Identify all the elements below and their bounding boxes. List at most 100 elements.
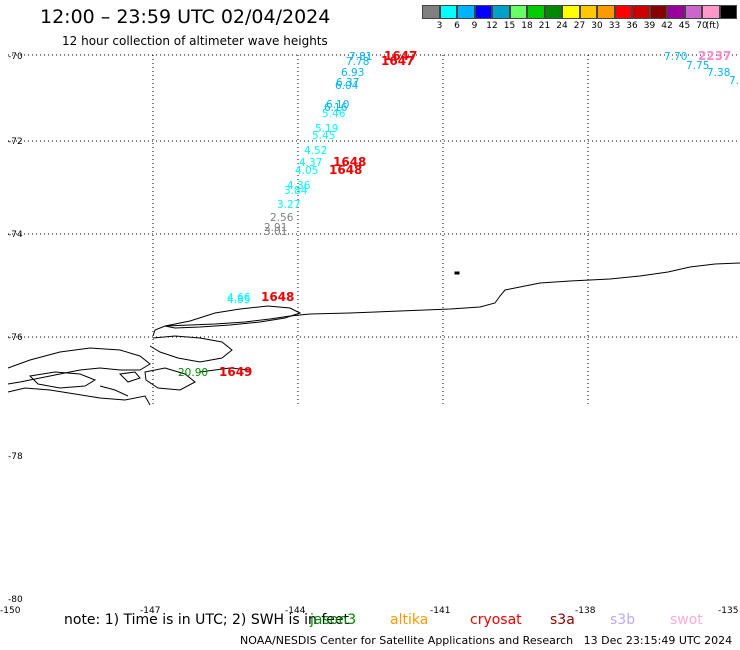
color-legend: 3 6 9 12 15 18 21 24 27 30 33 36 39 42 45 70 (ft)	[422, 5, 737, 31]
wave-height-label: 7.78	[346, 56, 369, 68]
credit-timestamp: 13 Dec 23:15:49 UTC 2024	[583, 634, 733, 647]
lon-label: -135	[718, 606, 739, 616]
orbit-label: 1648	[261, 290, 294, 304]
lat-label: -70	[8, 52, 23, 62]
credit-text: NOAA/NESDIS Center for Satellite Applica…	[240, 634, 574, 647]
legend-swatches	[422, 5, 737, 19]
wave-height-label: 2.56	[270, 212, 294, 224]
orbit-label: 1647	[384, 49, 417, 63]
legend-label: 12	[486, 21, 498, 31]
legend-swatch	[544, 5, 562, 19]
legend-label: 3	[436, 21, 443, 31]
wave-height-label: 4.52	[304, 145, 327, 157]
coast-island-5	[144, 367, 196, 391]
map-subtitle: 12 hour collection of altimeter wave hei…	[62, 34, 328, 48]
wave-height-labels: 7.81 7.78 6.93 6.37 6.04 6.10 6.16 5.46 …	[178, 51, 739, 379]
satellite-s3a: s3a	[550, 612, 575, 628]
wave-height-label: 2.91	[264, 222, 287, 234]
satellite-swot: swot	[670, 612, 703, 628]
wave-height-label: 6.10	[326, 99, 349, 111]
legend-label: 27	[573, 21, 586, 31]
legend-swatch	[667, 5, 685, 19]
lat-label: -76	[8, 333, 23, 343]
satellite-altika: altika	[390, 612, 429, 628]
coast-segment-7	[7, 387, 151, 406]
legend-swatch	[684, 5, 702, 19]
coast-islet	[454, 271, 460, 275]
wave-height-label: 5.45	[312, 130, 335, 142]
legend-label: 36	[626, 21, 638, 31]
satellite-jason3: jason3	[310, 612, 357, 628]
legend-swatch	[509, 5, 527, 19]
legend-swatch	[719, 5, 737, 19]
legend-swatch	[439, 5, 457, 19]
legend-swatch	[597, 5, 615, 19]
map-title: 12:00 – 23:59 UTC 02/04/2024	[40, 6, 331, 28]
coast-island-4	[28, 371, 97, 389]
wave-height-label: 7.38	[707, 67, 730, 79]
wave-height-label: 4.66	[227, 292, 251, 304]
legend-label: (ft)	[705, 21, 720, 31]
legend-label: 33	[608, 21, 621, 31]
wave-height-label: 7.75	[686, 60, 709, 72]
wave-height-label: 4.37	[299, 157, 322, 169]
legend-label: 15	[503, 21, 516, 31]
graticule	[8, 54, 740, 405]
lat-label: -80	[8, 595, 23, 605]
legend-label: 18	[521, 21, 533, 31]
legend-swatch	[457, 5, 475, 19]
coast-segment-9	[199, 367, 251, 373]
coast-island-6	[118, 371, 141, 383]
coast-segment-3	[7, 347, 151, 385]
coast-segment-2	[149, 335, 233, 363]
wave-height-label: 7.	[729, 75, 739, 87]
wave-height-label: 7.70	[664, 51, 687, 63]
legend-label: 30	[591, 21, 603, 31]
legend-swatch	[422, 5, 440, 19]
lon-label: -141	[430, 606, 451, 616]
coast-island-1	[164, 305, 302, 329]
orbit-label: 1649	[219, 365, 252, 379]
wave-height-label: 7.81	[349, 51, 372, 63]
wave-height-label: 4.36	[287, 180, 311, 192]
wave-height-label: 5.46	[322, 108, 346, 120]
legend-label: 39	[643, 21, 656, 31]
lat-label: -72	[8, 137, 23, 147]
satellite-s3b: s3b	[610, 612, 636, 628]
satellite-cryosat: cryosat	[470, 612, 522, 628]
legend-swatch	[527, 5, 545, 19]
lon-label: -147	[140, 606, 161, 616]
wave-height-label: 5.19	[315, 123, 338, 135]
orbit-label: 1648	[329, 163, 362, 177]
wave-height-label: 3.84	[284, 185, 308, 197]
footer-note: note: 1) Time is in UTC; 2) SWH is in fe…	[64, 612, 350, 628]
wave-height-label: 4.05	[295, 165, 318, 177]
wave-height-label: 6.93	[341, 67, 364, 79]
lon-label: -138	[575, 606, 596, 616]
legend-swatch	[649, 5, 667, 19]
coast-segment-8	[99, 385, 129, 397]
legend-swatch	[474, 5, 492, 19]
wave-height-label: 6.04	[335, 80, 359, 92]
legend-swatch	[579, 5, 597, 19]
ice-shelf-coast	[152, 262, 740, 337]
footer-credit: NOAA/NESDIS Center for Satellite Applica…	[240, 634, 732, 647]
legend-swatch	[562, 5, 580, 19]
coastline	[7, 262, 740, 406]
legend-labels: 3 6 9 12 15 18 21 24 27 30 33 36 39 42 45 70 (ft)	[422, 19, 737, 31]
wave-height-label: 6.16	[324, 102, 348, 114]
legend-label: 70	[696, 21, 708, 31]
legend-label: 6	[454, 21, 460, 31]
wave-height-label: 6.37	[336, 77, 359, 89]
wave-height-label: 3.27	[277, 199, 300, 211]
legend-label: 21	[538, 21, 551, 31]
wave-height-label: 20.90	[178, 367, 208, 379]
wave-height-label: 4.85	[227, 294, 250, 306]
lon-label: -144	[285, 606, 306, 616]
lat-label: -74	[8, 230, 23, 240]
lat-label: -78	[8, 452, 23, 462]
wave-height-label: 3.01	[264, 226, 287, 238]
legend-label: 24	[556, 21, 568, 31]
legend-label: 9	[471, 21, 478, 31]
legend-label: 42	[661, 21, 673, 31]
